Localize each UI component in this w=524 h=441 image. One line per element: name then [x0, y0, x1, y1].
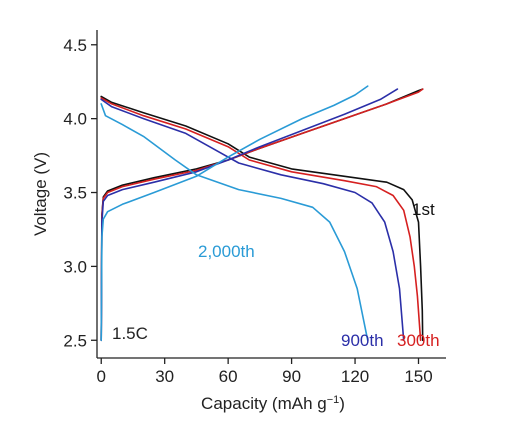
annotation-cycle-2000: 2,000th	[198, 242, 255, 261]
y-ticks: 2.5 3.0 3.5 4.0 4.5	[63, 36, 97, 350]
y-axis-label: Voltage (V)	[31, 152, 50, 236]
x-axis-label: Capacity (mAh g−1)	[201, 394, 345, 413]
x-ticks: 0 30 60 90 120 150	[96, 358, 433, 386]
x-tick-label: 90	[282, 367, 301, 386]
curves	[100, 85, 424, 342]
y-tick-label: 2.5	[63, 331, 87, 350]
series-3-discharge-line	[100, 103, 369, 342]
y-tick-label: 4.0	[63, 110, 87, 129]
series-1-charge-line	[100, 88, 424, 342]
x-tick-label: 120	[341, 367, 369, 386]
series-1-discharge-line	[100, 97, 422, 342]
plot-area: 2.5 3.0 3.5 4.0 4.5 0 30 60 90 120 150	[63, 30, 446, 386]
annotation-cycle-1: 1st	[412, 200, 435, 219]
annotation-cycle-900: 900th	[341, 331, 384, 350]
series-0-charge-line	[100, 88, 424, 342]
x-tick-label: 60	[219, 367, 238, 386]
y-tick-label: 3.0	[63, 257, 87, 276]
annotation-rate: 1.5C	[112, 324, 148, 343]
annotation-cycle-300: 300th	[397, 331, 440, 350]
series-2-discharge-line	[100, 98, 405, 342]
x-tick-label: 150	[404, 367, 432, 386]
series-3-charge-line	[100, 85, 369, 342]
series-2-charge-line	[100, 88, 399, 342]
y-tick-label: 4.5	[63, 36, 87, 55]
y-tick-label: 3.5	[63, 184, 87, 203]
series-0-discharge-line	[100, 95, 424, 342]
x-tick-label: 0	[96, 367, 105, 386]
x-tick-label: 30	[155, 367, 174, 386]
